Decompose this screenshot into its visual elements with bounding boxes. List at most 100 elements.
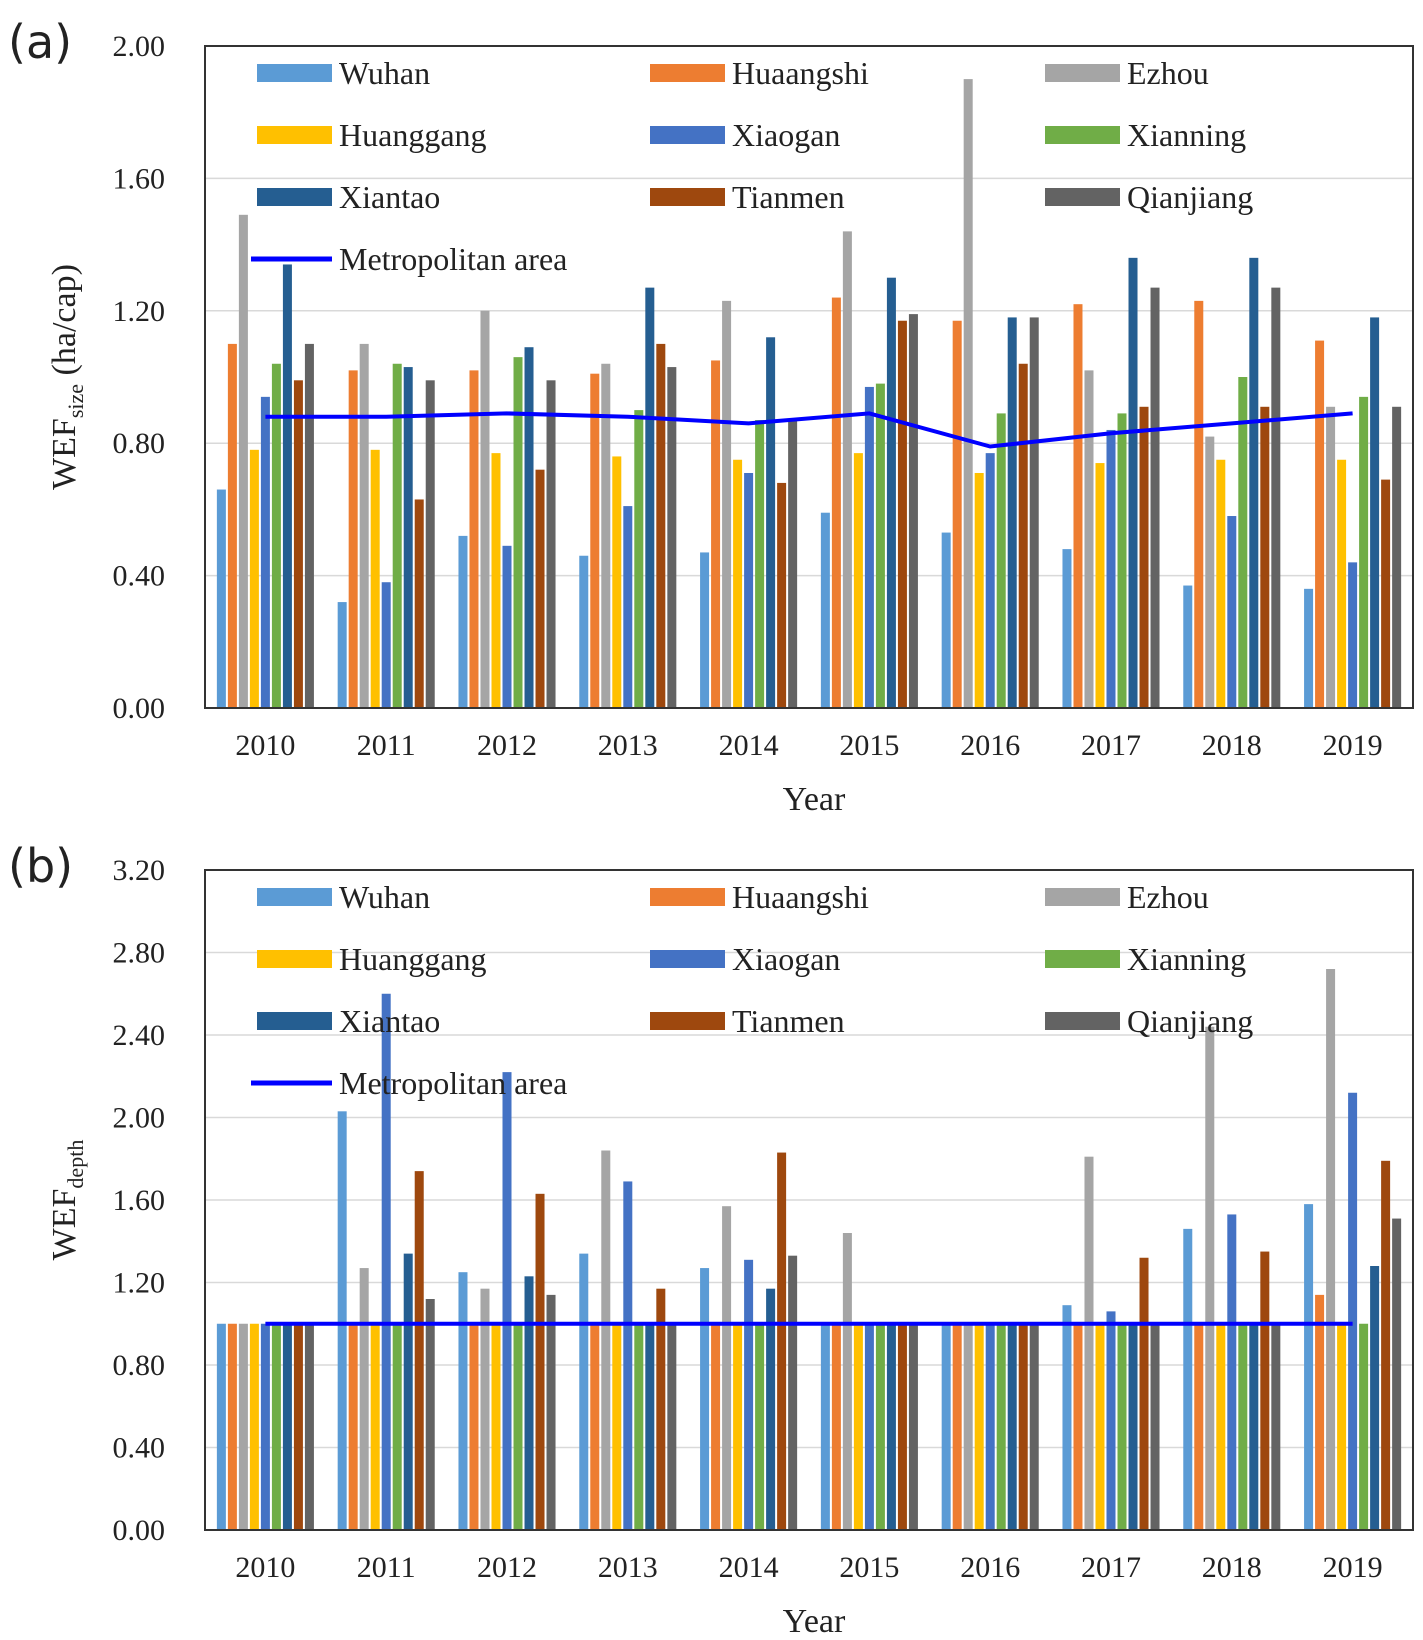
bar-qianjiang-2015 <box>908 314 918 708</box>
plot-frame <box>204 869 1414 1531</box>
x-tick-label: 2014 <box>719 729 779 762</box>
bar-huanggang-2013 <box>612 456 622 708</box>
bar-huanggang-2012 <box>491 1323 501 1530</box>
bar-tianmen-2017 <box>1139 1257 1149 1530</box>
legend-label-xianning: Xianning <box>1127 941 1246 977</box>
bar-qianjiang-2017 <box>1150 1323 1160 1530</box>
bar-xiantao-2017 <box>1128 257 1138 708</box>
bar-xiantao-2019 <box>1370 1266 1380 1530</box>
y-tick-label: 2.00 <box>113 30 166 63</box>
bar-xianning-2013 <box>634 1323 644 1530</box>
y-axis-title: WEFsize (ha/cap) <box>46 264 88 490</box>
bar-qianjiang-2018 <box>1271 1323 1281 1530</box>
bar-qianjiang-2011 <box>425 1299 435 1530</box>
bar-huanggang-2015 <box>853 1323 863 1530</box>
y-tick-label: 1.60 <box>113 1184 166 1217</box>
bar-huanggang-2014 <box>733 1323 743 1530</box>
y-tick-label: 2.80 <box>113 937 166 970</box>
y-tick-label: 0.80 <box>113 1349 166 1382</box>
bar-xianning-2015 <box>875 1323 885 1530</box>
bar-huaangshi-2015 <box>831 1323 841 1530</box>
legend-label-huanggang: Huanggang <box>339 117 487 153</box>
bar-wuhan-2016 <box>941 532 951 708</box>
bar-xianning-2019 <box>1359 396 1369 708</box>
legend-label-wuhan: Wuhan <box>339 879 430 915</box>
bar-ezhou-2014 <box>722 1206 732 1530</box>
y-tick-label: 3.20 <box>113 854 166 887</box>
bar-ezhou-2010 <box>238 1323 248 1530</box>
bar-xiantao-2018 <box>1249 1323 1259 1530</box>
bar-huaangshi-2015 <box>831 297 841 708</box>
legend-swatch-wuhan <box>257 888 332 906</box>
bar-xiaogan-2012 <box>502 1072 512 1530</box>
x-tick-label: 2012 <box>477 1551 537 1584</box>
legend-label-metropolitan-area: Metropolitan area <box>339 241 567 277</box>
bar-huaangshi-2014 <box>711 360 721 708</box>
legend-swatch-tianmen <box>650 1012 725 1030</box>
panel-label: (b) <box>8 839 73 893</box>
bar-ezhou-2015 <box>842 231 852 709</box>
x-tick-label: 2016 <box>960 729 1020 762</box>
bar-xianning-2012 <box>513 357 523 708</box>
bar-ezhou-2017 <box>1084 1156 1094 1530</box>
bar-qianjiang-2016 <box>1029 317 1039 708</box>
legend-label-huanggang: Huanggang <box>339 941 487 977</box>
bar-ezhou-2010 <box>238 214 248 708</box>
bar-xiaogan-2017 <box>1106 1311 1116 1530</box>
legend-label-ezhou: Ezhou <box>1127 55 1209 91</box>
bar-ezhou-2012 <box>480 1288 490 1530</box>
y-tick-label: 2.00 <box>113 1102 166 1135</box>
bar-qianjiang-2010 <box>304 343 314 708</box>
y-axis-title-unit: (ha/cap) <box>46 264 83 384</box>
bar-huaangshi-2019 <box>1315 1294 1325 1530</box>
legend-swatch-xiaogan <box>650 126 725 144</box>
bar-ezhou-2011 <box>359 1268 369 1530</box>
bar-qianjiang-2016 <box>1029 1323 1039 1530</box>
bar-wuhan-2019 <box>1304 1204 1314 1530</box>
bar-ezhou-2016 <box>963 1323 973 1530</box>
bar-xiaogan-2018 <box>1227 516 1237 708</box>
bar-xianning-2019 <box>1359 1323 1369 1530</box>
bar-xiantao-2012 <box>524 347 534 708</box>
bar-tianmen-2019 <box>1381 1160 1391 1530</box>
y-tick-label: 0.00 <box>113 692 166 725</box>
legend-swatch-huaangshi <box>650 888 725 906</box>
x-axis-title: Year <box>783 1603 846 1640</box>
legend-label-qianjiang: Qianjiang <box>1127 1003 1253 1039</box>
y-axis-title: WEFdepth <box>46 1140 88 1261</box>
chart-panel-a: (a) 0.00 0.40 0.80 1.20 1.60 2.00 2010 2011 2012 2… <box>8 15 1414 818</box>
bar-xiantao-2013 <box>645 287 655 708</box>
bar-huanggang-2017 <box>1095 463 1105 708</box>
legend-swatch-qianjiang <box>1045 1012 1120 1030</box>
x-tick-label: 2013 <box>598 1551 658 1584</box>
legend-swatch-huanggang <box>257 126 332 144</box>
bar-xianning-2012 <box>513 1323 523 1530</box>
bar-xiaogan-2019 <box>1348 1092 1358 1530</box>
bar-xiantao-2014 <box>766 1288 776 1530</box>
bar-huanggang-2012 <box>491 453 501 708</box>
bar-ezhou-2014 <box>722 300 732 708</box>
legend-swatch-xiantao <box>257 1012 332 1030</box>
legend-label-tianmen: Tianmen <box>732 1003 845 1039</box>
bar-xiantao-2018 <box>1249 257 1259 708</box>
bar-qianjiang-2010 <box>304 1323 314 1530</box>
legend-swatch-xiaogan <box>650 950 725 968</box>
y-tick-label: 0.40 <box>113 1432 166 1465</box>
bar-wuhan-2017 <box>1062 549 1072 708</box>
bar-xiantao-2010 <box>282 264 292 708</box>
bar-ezhou-2012 <box>480 310 490 708</box>
bar-qianjiang-2018 <box>1271 287 1281 708</box>
bar-qianjiang-2012 <box>546 1294 556 1530</box>
bar-tianmen-2012 <box>535 1193 545 1530</box>
legend-label-qianjiang: Qianjiang <box>1127 179 1253 215</box>
bar-xianning-2011 <box>392 1323 402 1530</box>
bar-xiantao-2015 <box>886 277 896 708</box>
bar-xiaogan-2016 <box>985 1323 995 1530</box>
x-tick-label: 2019 <box>1323 1551 1383 1584</box>
bar-huaangshi-2012 <box>469 370 479 708</box>
bar-tianmen-2011 <box>414 1171 424 1530</box>
x-tick-label: 2017 <box>1081 729 1141 762</box>
bar-wuhan-2014 <box>700 1268 710 1530</box>
bar-tianmen-2014 <box>777 1152 787 1530</box>
bar-wuhan-2014 <box>700 552 710 708</box>
